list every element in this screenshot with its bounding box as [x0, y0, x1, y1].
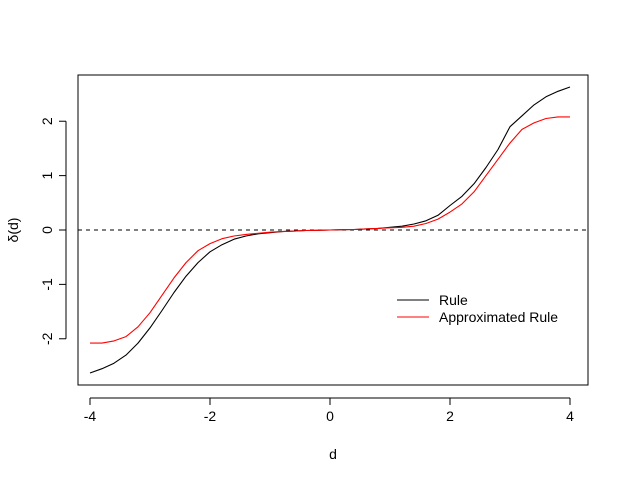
y-tick-label: 1: [39, 172, 55, 180]
x-tick-label: 2: [446, 408, 454, 424]
x-tick-label: 4: [566, 408, 574, 424]
y-tick-label: 2: [39, 117, 55, 125]
series-line-approximated-rule: [90, 116, 570, 344]
series-layer: [89, 86, 571, 374]
y-axis: -2 -1 0 1 2: [39, 117, 67, 345]
y-tick-label: -2: [39, 332, 55, 345]
x-axis-title: d: [329, 446, 337, 462]
x-tick-label: -2: [204, 408, 217, 424]
x-axis: -4 -2 0 2 4: [84, 397, 574, 424]
legend-label: Approximated Rule: [439, 309, 558, 325]
y-axis-title: δ(d): [5, 218, 21, 243]
legend-label: Rule: [439, 292, 468, 308]
x-tick-label: -4: [84, 408, 97, 424]
x-tick-label: 0: [326, 408, 334, 424]
y-tick-label: -1: [39, 278, 55, 291]
y-tick-label: 0: [39, 226, 55, 234]
